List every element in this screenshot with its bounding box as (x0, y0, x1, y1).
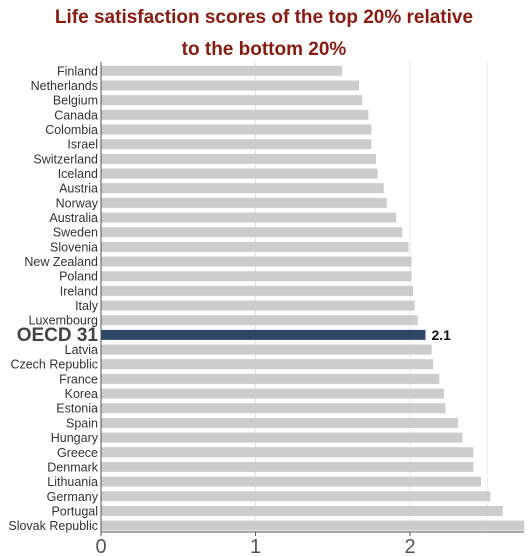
bar (101, 403, 446, 414)
chart-title: Life satisfaction scores of the top 20% … (0, 2, 528, 66)
bar (101, 197, 387, 208)
bar (101, 183, 384, 194)
category-label: Czech Republic (10, 358, 98, 372)
category-label: Spain (66, 416, 98, 430)
category-label: Luxembourg (29, 314, 99, 328)
category-label: Greece (57, 446, 98, 460)
bar (101, 153, 377, 164)
bar (101, 168, 378, 179)
data-label-highlight: 2.1 (431, 327, 451, 343)
category-label: Sweden (53, 226, 98, 240)
category-label: Poland (59, 270, 98, 284)
category-label: Austria (59, 182, 98, 196)
bar (101, 461, 474, 472)
bar (101, 95, 363, 106)
category-label: Estonia (56, 402, 98, 416)
bar (101, 344, 432, 355)
category-label: Ireland (60, 284, 98, 298)
category-label: Hungary (51, 431, 99, 445)
bar (101, 227, 403, 238)
category-label: Slovenia (50, 240, 98, 254)
bar (101, 80, 360, 91)
bar (101, 373, 440, 384)
category-label: Netherlands (31, 79, 98, 93)
bar (101, 212, 397, 223)
bar (101, 505, 503, 516)
x-tick-label: 2 (404, 536, 415, 556)
bar (101, 520, 525, 531)
bar (101, 417, 458, 428)
category-label: Switzerland (33, 152, 98, 166)
x-tick-label: 0 (95, 536, 106, 556)
bar (101, 124, 372, 135)
category-label: Latvia (65, 343, 98, 357)
category-label: Germany (47, 490, 99, 504)
category-label: Colombia (45, 123, 98, 137)
bar (101, 315, 418, 326)
category-label-highlight: OECD 31 (17, 325, 99, 346)
bar-highlight (101, 329, 426, 340)
category-label: Italy (75, 299, 99, 313)
bar (101, 241, 409, 252)
bar (101, 432, 463, 443)
category-label: Portugal (51, 504, 98, 518)
category-label: Korea (65, 387, 98, 401)
category-label: Canada (54, 108, 98, 122)
category-label: Denmark (47, 460, 98, 474)
bar (101, 300, 415, 311)
bar (101, 476, 482, 487)
category-label: France (59, 372, 98, 386)
category-label: Belgium (53, 94, 98, 108)
category-label: Lithuania (47, 475, 98, 489)
chart-title-line-2: to the bottom 20% (181, 39, 347, 60)
chart-title-line-1: Life satisfaction scores of the top 20% … (54, 7, 474, 28)
bar (101, 271, 412, 282)
category-label: Norway (56, 196, 99, 210)
bar (101, 65, 343, 76)
bar (101, 491, 491, 502)
bar (101, 285, 414, 296)
bar (101, 447, 474, 458)
category-label: Australia (49, 211, 98, 225)
category-label: Israel (67, 138, 98, 152)
bar (101, 109, 369, 120)
bar (101, 139, 372, 150)
category-label: New Zealand (24, 255, 98, 269)
category-label: Slovak Republic (8, 519, 98, 533)
category-label: Finland (57, 64, 98, 78)
x-tick-label: 1 (250, 536, 261, 556)
bar (101, 388, 444, 399)
bar (101, 359, 434, 370)
bar (101, 256, 412, 267)
category-label: Iceland (58, 167, 98, 181)
